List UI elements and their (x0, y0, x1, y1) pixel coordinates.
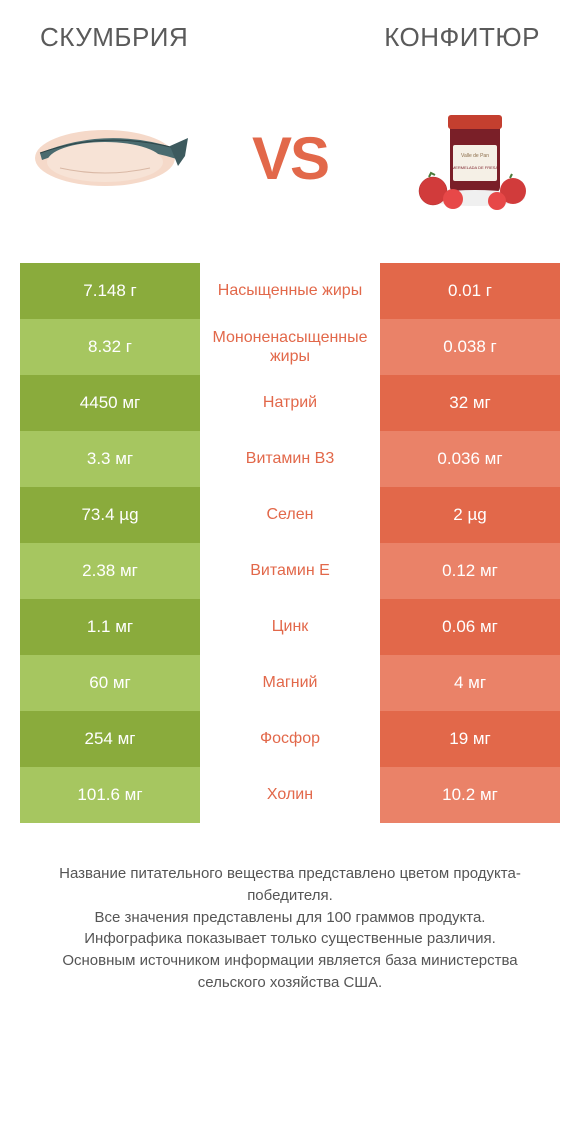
nutrient-label: Холин (200, 767, 380, 823)
vs-row: VS Valle de Pan MERMELADA DE FRESA (0, 63, 580, 263)
left-value: 2.38 мг (20, 543, 200, 599)
nutrient-label: Витамин E (200, 543, 380, 599)
jam-jar-icon: Valle de Pan MERMELADA DE FRESA (405, 103, 535, 213)
right-product-image: Valle de Pan MERMELADA DE FRESA (390, 103, 550, 213)
footer-line: Инфографика показывает только существенн… (30, 928, 550, 950)
left-product-title: СКУМБРИЯ (40, 22, 188, 53)
svg-text:MERMELADA DE FRESA: MERMELADA DE FRESA (452, 165, 499, 170)
table-row: 73.4 µg Селен 2 µg (20, 487, 560, 543)
right-value: 0.036 мг (380, 431, 560, 487)
table-row: 4450 мг Натрий 32 мг (20, 375, 560, 431)
nutrient-label: Витамин B3 (200, 431, 380, 487)
table-row: 60 мг Магний 4 мг (20, 655, 560, 711)
nutrient-label: Селен (200, 487, 380, 543)
nutrient-label: Магний (200, 655, 380, 711)
right-value: 0.06 мг (380, 599, 560, 655)
left-value: 73.4 µg (20, 487, 200, 543)
vs-label: VS (252, 124, 328, 193)
nutrient-label: Натрий (200, 375, 380, 431)
nutrition-table: 7.148 г Насыщенные жиры 0.01 г 8.32 г Мо… (20, 263, 560, 823)
left-value: 4450 мг (20, 375, 200, 431)
footer-line: Основным источником информации является … (30, 950, 550, 994)
left-value: 3.3 мг (20, 431, 200, 487)
table-row: 101.6 мг Холин 10.2 мг (20, 767, 560, 823)
table-row: 3.3 мг Витамин B3 0.036 мг (20, 431, 560, 487)
right-value: 32 мг (380, 375, 560, 431)
left-value: 101.6 мг (20, 767, 200, 823)
nutrient-label: Мононенасыщенные жиры (200, 319, 380, 375)
left-value: 7.148 г (20, 263, 200, 319)
left-value: 8.32 г (20, 319, 200, 375)
right-value: 10.2 мг (380, 767, 560, 823)
table-row: 254 мг Фосфор 19 мг (20, 711, 560, 767)
right-value: 4 мг (380, 655, 560, 711)
nutrient-label: Цинк (200, 599, 380, 655)
table-row: 7.148 г Насыщенные жиры 0.01 г (20, 263, 560, 319)
left-value: 60 мг (20, 655, 200, 711)
table-row: 8.32 г Мононенасыщенные жиры 0.038 г (20, 319, 560, 375)
fish-icon (30, 118, 190, 198)
left-value: 254 мг (20, 711, 200, 767)
nutrient-label: Фосфор (200, 711, 380, 767)
right-value: 0.038 г (380, 319, 560, 375)
right-value: 0.01 г (380, 263, 560, 319)
right-value: 2 µg (380, 487, 560, 543)
left-value: 1.1 мг (20, 599, 200, 655)
table-row: 1.1 мг Цинк 0.06 мг (20, 599, 560, 655)
svg-text:Valle de Pan: Valle de Pan (461, 153, 489, 159)
table-row: 2.38 мг Витамин E 0.12 мг (20, 543, 560, 599)
comparison-header: СКУМБРИЯ КОНФИТЮР (0, 0, 580, 63)
left-product-image (30, 103, 190, 213)
nutrient-label: Насыщенные жиры (200, 263, 380, 319)
footer-line: Название питательного вещества представл… (30, 863, 550, 907)
right-value: 19 мг (380, 711, 560, 767)
footer-notes: Название питательного вещества представл… (0, 823, 580, 1014)
right-product-title: КОНФИТЮР (384, 22, 540, 53)
footer-line: Все значения представлены для 100 граммо… (30, 907, 550, 929)
right-value: 0.12 мг (380, 543, 560, 599)
